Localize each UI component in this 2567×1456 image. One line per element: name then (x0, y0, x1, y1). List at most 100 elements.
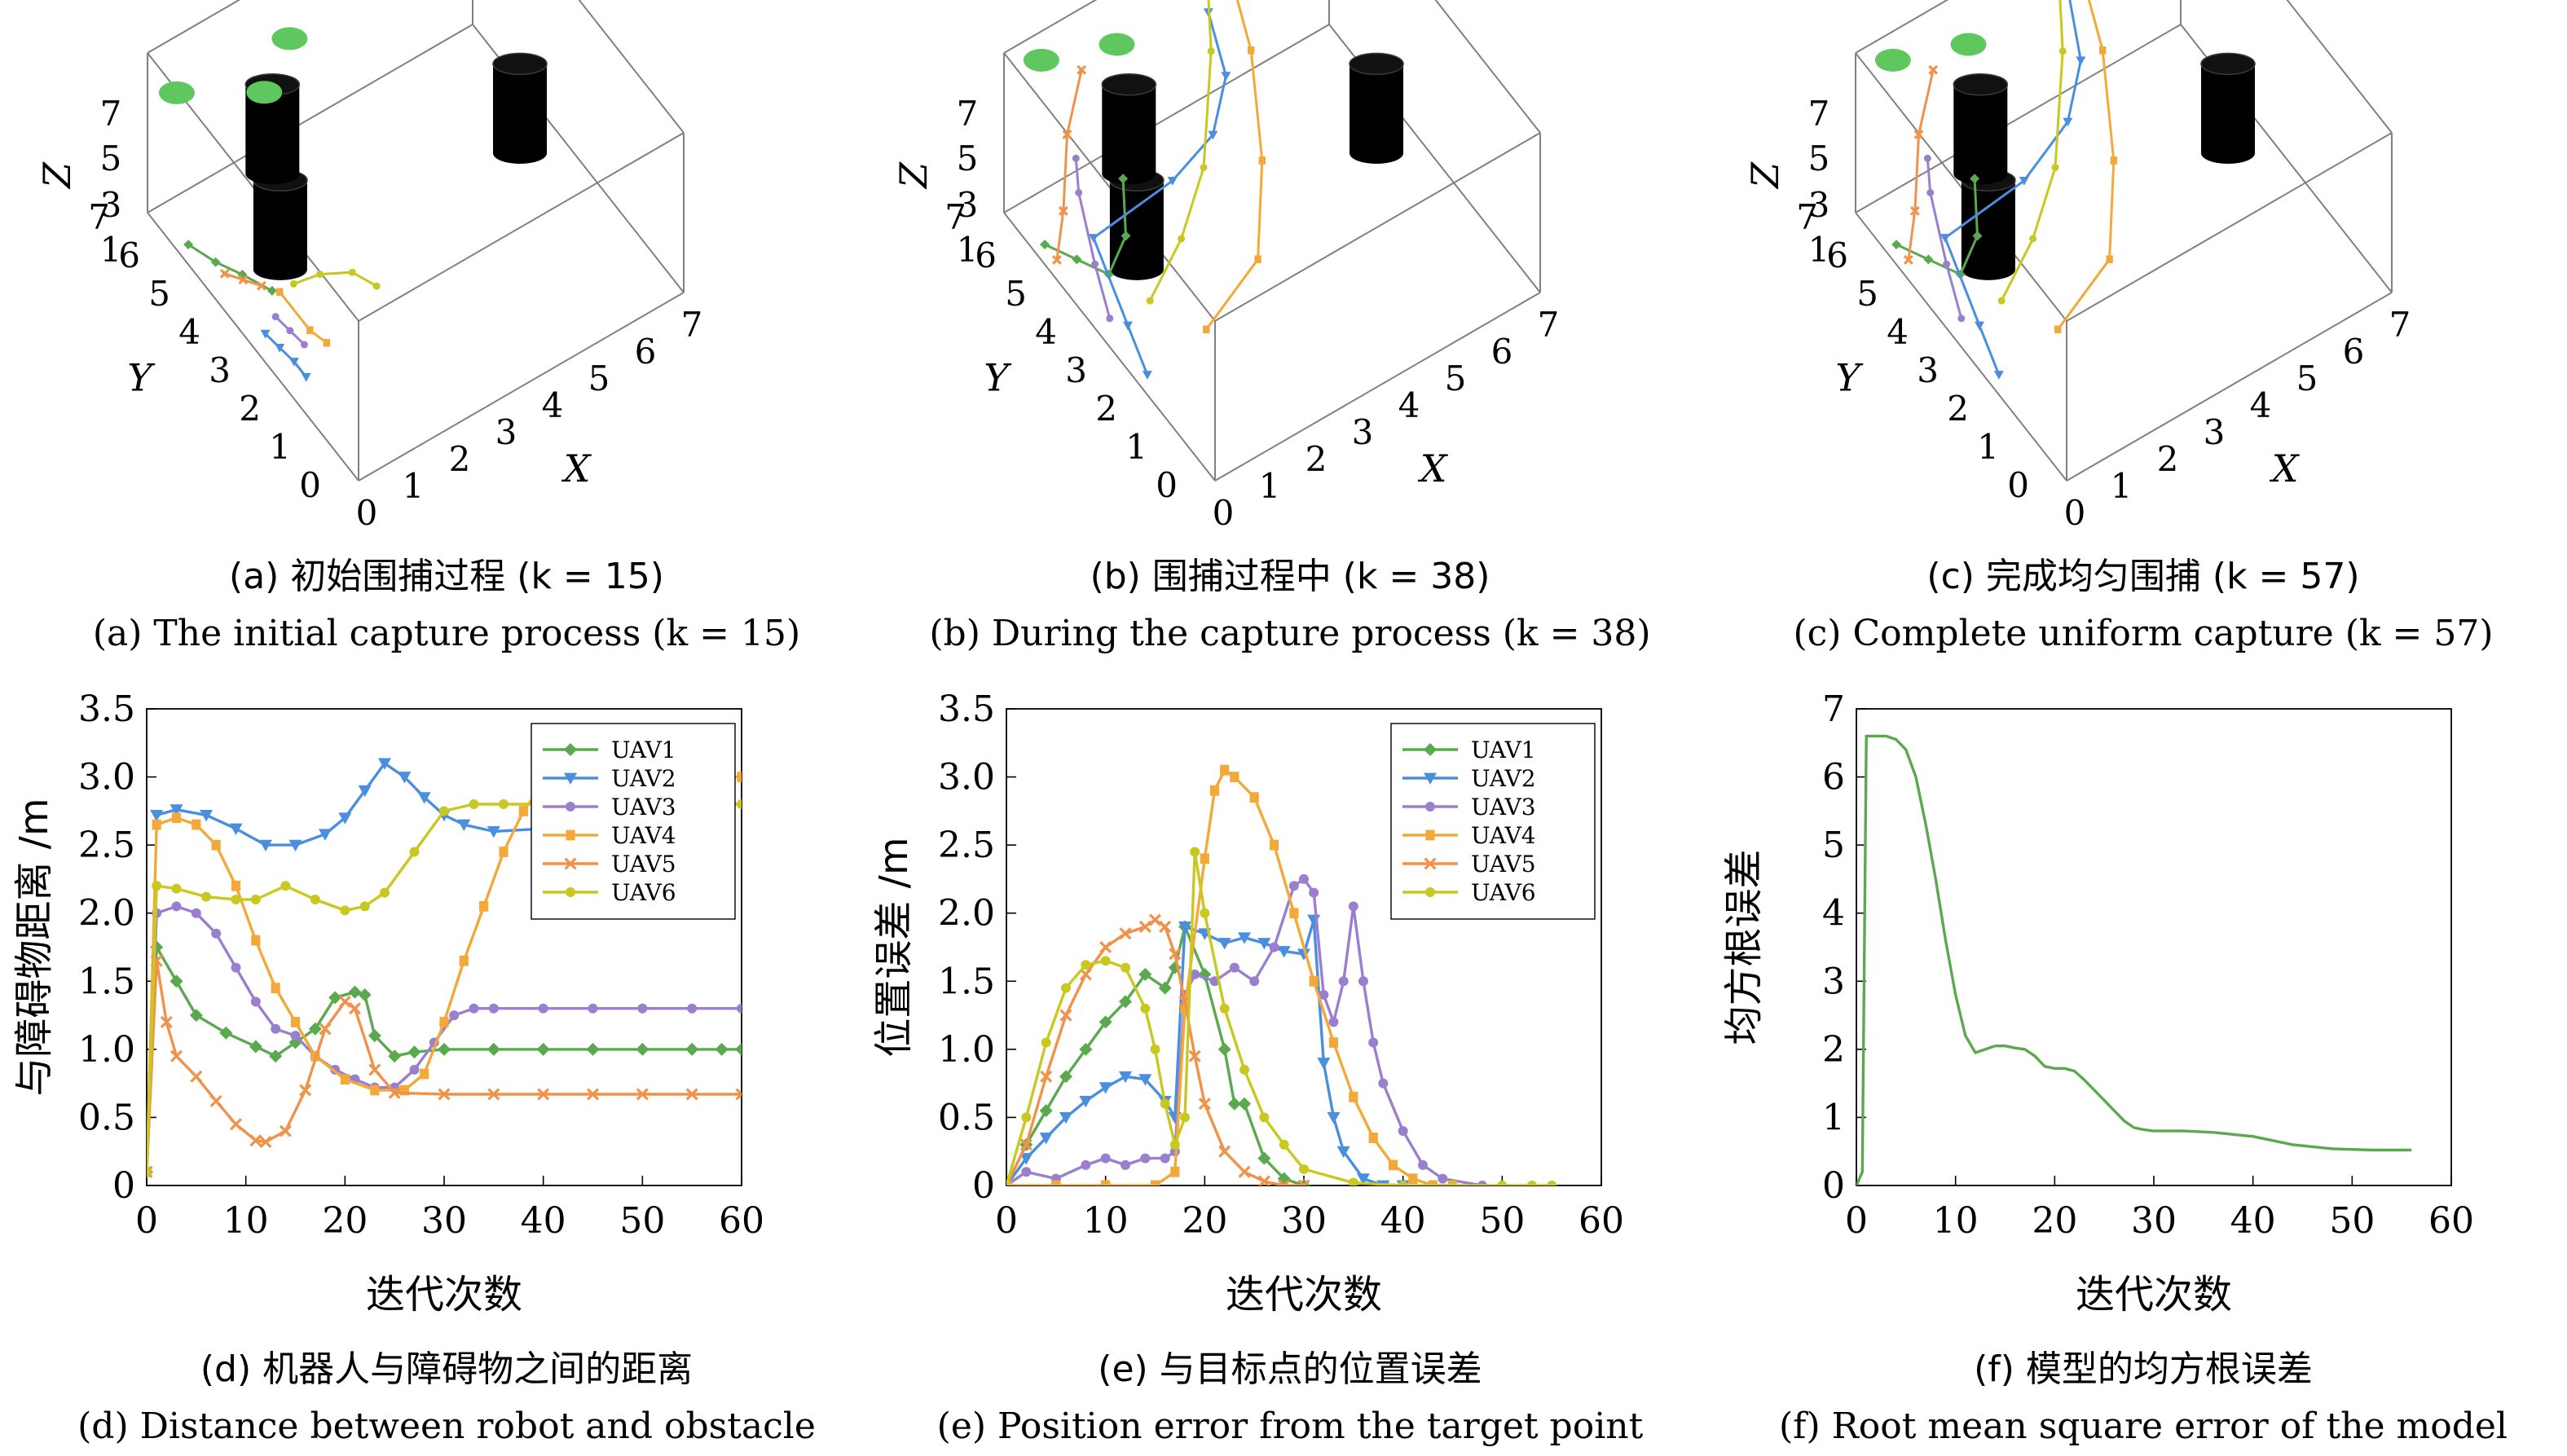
z-tick-label: 7 (957, 94, 979, 134)
trajectory-point-2 (1975, 321, 1984, 331)
point-uav4 (1200, 853, 1209, 864)
point-uav3 (1398, 1126, 1408, 1137)
point-uav3 (1338, 976, 1349, 987)
target-marker (246, 81, 283, 104)
point-uav3 (1348, 901, 1358, 912)
y-tick-label: 1 (1125, 427, 1147, 467)
y-tick-label: 1 (1822, 1097, 1845, 1138)
trajectory-point-4 (276, 288, 284, 297)
trajectory-point-1 (1072, 254, 1082, 265)
x-tick-label: 10 (1083, 1200, 1129, 1242)
obstacle-top (1349, 52, 1404, 76)
panel-f-title: (f) 模型的均方根误差 (1974, 1348, 2313, 1390)
point-uav1 (685, 1042, 699, 1056)
x-axis-label: X (2270, 446, 2301, 490)
box-edge (1855, 24, 2182, 213)
point-uav2 (1277, 946, 1291, 958)
trajectory-point-5 (238, 275, 249, 285)
legend-marker-uav3 (1425, 802, 1435, 812)
y-tick-label: 4 (178, 312, 200, 352)
trajectory-point-5 (1903, 254, 1913, 265)
point-uav5 (170, 1049, 183, 1062)
point-uav5-stroke (249, 1134, 262, 1147)
x-tick-label: 6 (635, 332, 657, 372)
obstacle-top (1101, 73, 1157, 96)
x-tick-label: 4 (542, 385, 564, 425)
point-uav4 (1051, 1180, 1061, 1185)
point-uav2 (1059, 1112, 1072, 1124)
point-uav6 (1447, 1181, 1458, 1185)
y-tick-label: 0 (299, 465, 321, 505)
point-uav1 (715, 1042, 729, 1056)
obstacle-body (2201, 64, 2255, 164)
point-uav3 (737, 1003, 742, 1014)
z-axis-label: Z (35, 161, 79, 190)
x-tick-label: 40 (2230, 1200, 2276, 1242)
point-uav3 (1140, 1153, 1151, 1163)
point-uav5-stroke (1238, 1165, 1251, 1178)
point-uav3 (1368, 1037, 1379, 1048)
point-uav6 (1547, 1181, 1557, 1185)
y-tick-label: 6 (1822, 757, 1845, 798)
point-uav1 (1099, 1015, 1112, 1029)
point-uav5 (1148, 913, 1162, 926)
y-tick-label: 3 (209, 350, 231, 390)
y-tick-label: 7 (944, 197, 966, 237)
x-tick-label: 0 (356, 493, 378, 533)
z-tick-label: 3 (100, 185, 122, 225)
trajectory-line-4 (1205, 0, 1264, 331)
point-uav4 (340, 1074, 350, 1085)
obstacle-top (2200, 52, 2256, 76)
point-uav1 (1257, 1151, 1271, 1165)
point-uav2 (1217, 938, 1231, 950)
point-uav5 (259, 1135, 272, 1149)
point-uav5 (190, 1070, 203, 1083)
point-uav4 (1101, 1180, 1111, 1185)
legend-label-uav1: UAV1 (1471, 737, 1536, 763)
point-uav3 (449, 1010, 460, 1021)
x-tick-label: 5 (2296, 359, 2318, 398)
point-uav3 (1319, 990, 1329, 1000)
legend-label-uav5: UAV5 (1471, 851, 1536, 878)
trajectory-point-5-stroke (1077, 64, 1087, 75)
point-uav6 (1140, 1003, 1151, 1014)
series-line-uav1 (147, 945, 742, 1172)
legend-marker-uav5-stroke (1424, 857, 1437, 870)
point-uav5 (735, 1088, 742, 1101)
point-uav6 (1348, 1177, 1358, 1185)
trajectory-line-6 (2000, 0, 2064, 301)
point-uav1 (536, 1042, 550, 1056)
point-uav2 (1307, 914, 1321, 927)
x-tick-label: 5 (588, 359, 610, 398)
point-uav2 (1039, 1133, 1053, 1145)
trajectory-point-3 (300, 341, 308, 349)
point-uav2 (1119, 1071, 1132, 1084)
point-uav6 (1200, 908, 1210, 918)
point-uav5-stroke (1282, 1179, 1291, 1185)
y-tick-label: 5 (1005, 274, 1027, 314)
trajectory-point-6 (2058, 47, 2067, 55)
trajectory-point-6 (1207, 47, 1215, 55)
point-uav4 (1249, 792, 1259, 803)
point-uav5 (319, 1023, 332, 1036)
point-uav5-stroke (1119, 927, 1132, 940)
point-uav4 (152, 819, 161, 830)
y-axis-label: Y (984, 356, 1012, 400)
x-tick-label: 40 (1380, 1200, 1426, 1242)
point-uav5 (1218, 1145, 1231, 1158)
point-uav3 (231, 962, 241, 973)
plot-area (147, 758, 742, 1179)
x-tick-label: 60 (1579, 1200, 1624, 1242)
legend-label-uav6: UAV6 (611, 879, 676, 906)
trajectory-point-3 (271, 313, 280, 321)
panel-f-line-chart: 0 10 20 30 40 50 60 0 1 2 3 4 5 6 7 迭代次数 均方根误差 (1721, 688, 2474, 1317)
trajectory-point-2 (1142, 371, 1152, 380)
z-tick-label: 5 (100, 139, 122, 178)
trajectory-point-4 (1258, 156, 1266, 165)
point-uav3 (1249, 976, 1260, 987)
point-uav4 (1209, 785, 1220, 796)
point-uav2 (398, 772, 412, 784)
point-uav5 (1257, 1175, 1270, 1185)
point-uav1 (328, 991, 342, 1005)
